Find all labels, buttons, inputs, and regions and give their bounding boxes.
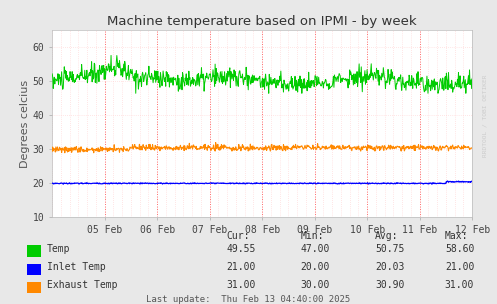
Text: 20.03: 20.03 [375,262,405,272]
Text: 21.00: 21.00 [226,262,255,272]
Text: 21.00: 21.00 [445,262,474,272]
Text: 58.60: 58.60 [445,244,474,254]
Text: 20.00: 20.00 [301,262,330,272]
Text: Min:: Min: [301,231,324,241]
Text: 49.55: 49.55 [226,244,255,254]
Text: 31.00: 31.00 [445,280,474,290]
Text: 50.75: 50.75 [375,244,405,254]
Text: Inlet Temp: Inlet Temp [47,262,106,272]
Text: RRDTOOL / TOBI OETIKER: RRDTOOL / TOBI OETIKER [482,74,487,157]
Text: Avg:: Avg: [375,231,399,241]
Text: Exhaust Temp: Exhaust Temp [47,280,118,290]
Text: 47.00: 47.00 [301,244,330,254]
Title: Machine temperature based on IPMI - by week: Machine temperature based on IPMI - by w… [107,15,417,28]
Text: Cur:: Cur: [226,231,249,241]
Text: 30.90: 30.90 [375,280,405,290]
Y-axis label: Degrees celcius: Degrees celcius [20,80,30,168]
Text: Max:: Max: [445,231,468,241]
Text: Last update:  Thu Feb 13 04:40:00 2025: Last update: Thu Feb 13 04:40:00 2025 [147,295,350,304]
Text: 30.00: 30.00 [301,280,330,290]
Text: 31.00: 31.00 [226,280,255,290]
Text: Temp: Temp [47,244,71,254]
